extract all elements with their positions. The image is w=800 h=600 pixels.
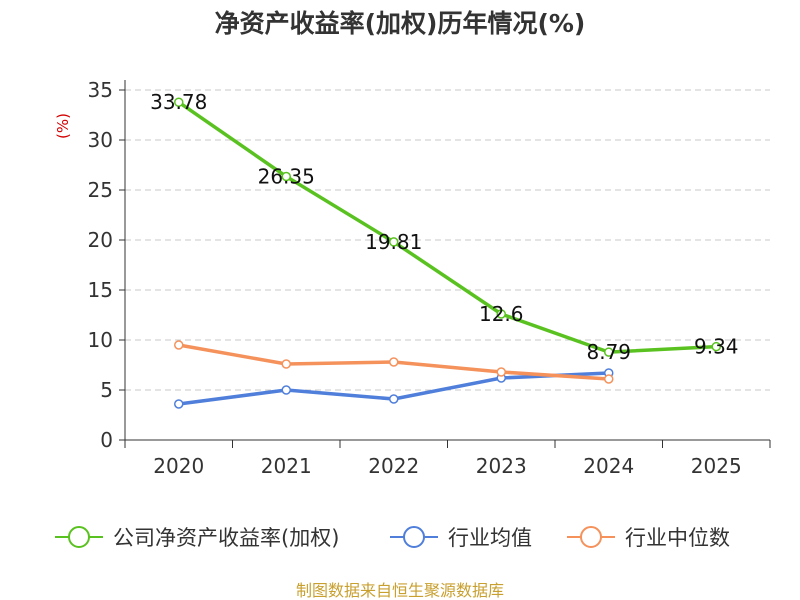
data-point[interactable] — [281, 359, 291, 369]
data-point[interactable] — [711, 341, 721, 352]
data-label: 26.35 — [258, 165, 315, 189]
legend-item[interactable]: 公司净资产收益率(加权) — [55, 526, 339, 550]
y-tick-label: 25 — [88, 178, 113, 202]
data-point[interactable] — [389, 357, 399, 367]
legend-item[interactable]: 行业均值 — [390, 526, 532, 550]
data-source-note: 制图数据来自恒生聚源数据库 — [296, 581, 504, 600]
y-tick-label: 10 — [88, 328, 113, 352]
data-point[interactable] — [174, 399, 184, 409]
data-point[interactable] — [496, 367, 506, 377]
legend-label: 行业均值 — [448, 526, 532, 550]
data-point[interactable] — [281, 171, 291, 182]
legend-swatch-marker — [580, 526, 602, 548]
x-tick-label: 2020 — [153, 454, 204, 478]
data-point[interactable] — [604, 347, 614, 357]
x-tick-label: 2025 — [691, 454, 742, 478]
x-tick-label: 2021 — [261, 454, 312, 478]
grid-lines — [125, 89, 770, 391]
data-point[interactable] — [174, 340, 184, 350]
y-tick-label: 35 — [88, 78, 113, 102]
x-tick-label: 2022 — [368, 454, 419, 478]
data-label: 12.6 — [479, 302, 524, 326]
data-point[interactable] — [496, 309, 506, 319]
data-point[interactable] — [389, 237, 399, 247]
data-point[interactable] — [604, 374, 614, 384]
y-tick-label: 0 — [100, 428, 113, 452]
data-label: 8.79 — [586, 340, 631, 364]
data-label: 9.34 — [694, 335, 739, 359]
legend-swatch-marker — [68, 526, 90, 548]
data-point[interactable] — [281, 385, 291, 395]
data-point[interactable] — [174, 97, 184, 107]
data-point[interactable] — [389, 394, 399, 404]
y-tick-label: 15 — [88, 278, 113, 302]
legend[interactable]: 公司净资产收益率(加权) 行业均值 行业中位数 — [55, 526, 730, 550]
series-group — [174, 97, 721, 409]
y-tick-label: 30 — [88, 128, 113, 152]
legend-label: 行业中位数 — [625, 526, 730, 550]
y-tick-label: 5 — [100, 378, 113, 402]
y-axis-unit-label: (%) — [54, 113, 72, 139]
chart-title: 净资产收益率(加权)历年情况(%) — [215, 9, 586, 38]
series-line — [177, 100, 717, 354]
x-tick-label: 2024 — [583, 454, 634, 478]
x-tick-label: 2023 — [476, 454, 527, 478]
legend-swatch-marker — [403, 526, 425, 548]
legend-label: 公司净资产收益率(加权) — [113, 526, 339, 550]
data-labels: 33.78 26.35 19.81 12.6 8.79 9.34 — [150, 90, 738, 364]
data-label: 33.78 — [150, 90, 207, 114]
y-tick-label: 20 — [88, 228, 113, 252]
data-label: 19.81 — [365, 230, 422, 254]
legend-item[interactable]: 行业中位数 — [567, 526, 730, 550]
